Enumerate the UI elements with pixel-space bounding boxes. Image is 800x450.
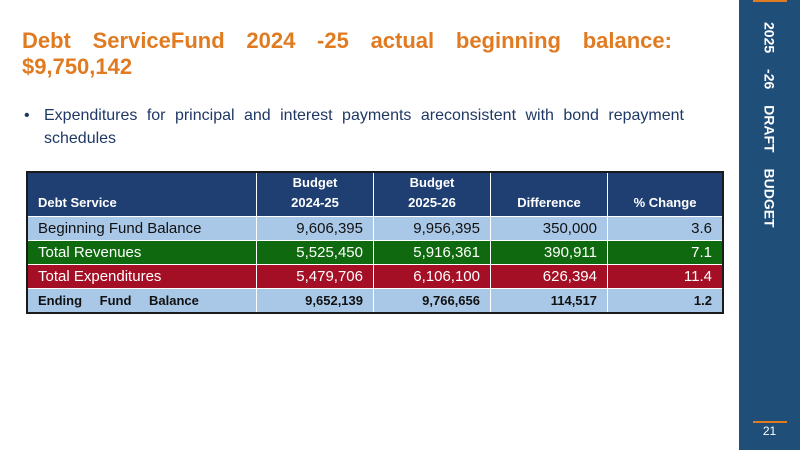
title-word: balance: xyxy=(582,28,672,53)
cell-budget-2025-26: 9,956,395 xyxy=(373,216,491,241)
accent-bar-bottom xyxy=(753,421,787,423)
bullet-item: • Expenditures for principal and interes… xyxy=(24,104,704,150)
row-label: Total Revenues xyxy=(27,240,257,265)
table-row: Total Revenues 5,525,450 5,916,361 390,9… xyxy=(27,240,723,265)
page-number: 21 xyxy=(762,424,777,438)
sidebar-banner: 2025 -26 DRAFT BUDGET 21 xyxy=(739,0,800,450)
cell-difference: 626,394 xyxy=(490,264,608,289)
header-pct-change: % Change xyxy=(607,172,723,217)
title-line-1: Debt ServiceFund 2024 -25 actual beginni… xyxy=(22,28,672,54)
header-budget-2024-25: Budget 2024-25 xyxy=(256,172,374,217)
row-label: Total Expenditures xyxy=(27,264,257,289)
table-header-row: Debt Service Budget 2024-25 Budget 2025-… xyxy=(27,172,723,217)
title-word: Debt xyxy=(22,28,71,53)
bullet-dot-icon: • xyxy=(24,107,30,124)
header-debt-service: Debt Service xyxy=(27,172,257,217)
header-difference: Difference xyxy=(490,172,608,217)
cell-pct-change: 7.1 xyxy=(607,240,723,265)
row-label: Ending Fund Balance xyxy=(27,288,257,313)
title-word: 2024 xyxy=(246,28,296,53)
cell-pct-change: 3.6 xyxy=(607,216,723,241)
title-word: beginning xyxy=(455,28,561,53)
title-word: actual xyxy=(370,28,435,53)
cell-budget-2025-26: 5,916,361 xyxy=(373,240,491,265)
cell-budget-2024-25: 9,652,139 xyxy=(256,288,374,313)
table-row: Total Expenditures 5,479,706 6,106,100 6… xyxy=(27,264,723,289)
accent-bar-top xyxy=(753,0,787,2)
draft-budget-label: 2025 -26 DRAFT BUDGET xyxy=(761,22,778,228)
table-row: Ending Fund Balance 9,652,139 9,766,656 … xyxy=(27,288,723,313)
cell-pct-change: 11.4 xyxy=(607,264,723,289)
cell-pct-change: 1.2 xyxy=(607,288,723,313)
cell-budget-2024-25: 5,525,450 xyxy=(256,240,374,265)
cell-difference: 114,517 xyxy=(490,288,608,313)
debt-service-table: Debt Service Budget 2024-25 Budget 2025-… xyxy=(26,171,724,314)
slide-title: Debt ServiceFund 2024 -25 actual beginni… xyxy=(22,28,672,80)
row-label: Beginning Fund Balance xyxy=(27,216,257,241)
title-line-2: $9,750,142 xyxy=(22,54,133,79)
cell-budget-2025-26: 9,766,656 xyxy=(373,288,491,313)
title-word: ServiceFund xyxy=(92,28,225,53)
bullet-text: Expenditures for principal and interest … xyxy=(44,107,684,147)
cell-difference: 350,000 xyxy=(490,216,608,241)
cell-difference: 390,911 xyxy=(490,240,608,265)
table-row: Beginning Fund Balance 9,606,395 9,956,3… xyxy=(27,216,723,241)
title-word: -25 xyxy=(317,28,349,53)
cell-budget-2024-25: 5,479,706 xyxy=(256,264,374,289)
cell-budget-2025-26: 6,106,100 xyxy=(373,264,491,289)
cell-budget-2024-25: 9,606,395 xyxy=(256,216,374,241)
header-budget-2025-26: Budget 2025-26 xyxy=(373,172,491,217)
